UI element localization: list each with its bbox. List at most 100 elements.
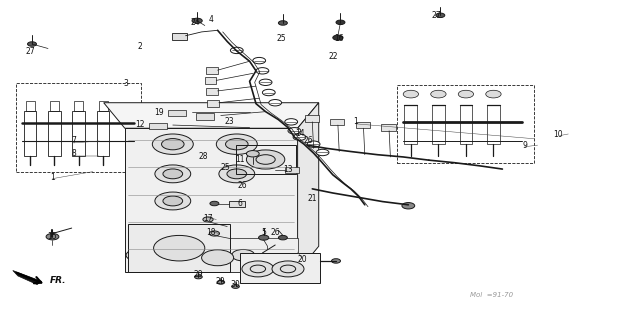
Text: 9: 9 — [522, 141, 527, 150]
Bar — [205, 77, 216, 84]
Text: 27: 27 — [431, 11, 442, 20]
Circle shape — [195, 275, 202, 279]
Text: 26: 26 — [270, 228, 280, 237]
Circle shape — [402, 203, 415, 209]
Circle shape — [202, 250, 234, 266]
Text: 4: 4 — [209, 15, 214, 24]
Circle shape — [431, 90, 446, 98]
Text: 30: 30 — [230, 280, 241, 289]
Bar — [24, 111, 36, 156]
Text: 1: 1 — [353, 117, 358, 126]
Bar — [72, 111, 85, 156]
Circle shape — [278, 235, 287, 240]
Text: 12: 12 — [135, 120, 144, 129]
Text: 26: 26 — [237, 181, 247, 190]
Bar — [432, 105, 445, 144]
Text: 26: 26 — [303, 137, 314, 145]
Circle shape — [269, 100, 282, 106]
Text: 13: 13 — [283, 165, 293, 174]
Bar — [50, 101, 59, 111]
Bar — [149, 123, 167, 129]
Circle shape — [227, 169, 246, 179]
Text: 15: 15 — [47, 232, 58, 241]
Bar — [487, 105, 500, 144]
Circle shape — [216, 134, 257, 154]
Text: 20: 20 — [297, 255, 307, 263]
Circle shape — [161, 138, 184, 150]
Bar — [206, 67, 218, 74]
Circle shape — [203, 217, 213, 222]
Circle shape — [288, 128, 301, 134]
Text: 10: 10 — [553, 130, 563, 139]
Circle shape — [272, 261, 304, 277]
Circle shape — [486, 90, 501, 98]
Circle shape — [232, 285, 239, 288]
Text: 11: 11 — [236, 155, 244, 164]
Text: 19: 19 — [154, 108, 164, 117]
Circle shape — [46, 234, 59, 240]
Circle shape — [210, 201, 219, 206]
Text: 22: 22 — [328, 52, 337, 61]
Circle shape — [155, 192, 191, 210]
Bar — [460, 105, 472, 144]
Text: 28: 28 — [199, 152, 208, 161]
Text: 25: 25 — [276, 34, 287, 43]
Circle shape — [436, 13, 445, 18]
Circle shape — [155, 165, 191, 183]
Bar — [168, 110, 186, 116]
Circle shape — [225, 138, 248, 150]
Circle shape — [259, 79, 272, 85]
Circle shape — [154, 235, 205, 261]
Text: 25: 25 — [220, 163, 230, 172]
Text: 2: 2 — [137, 42, 142, 51]
Text: 7: 7 — [71, 137, 76, 145]
Text: 14: 14 — [294, 130, 305, 138]
Text: Mol  =91-70: Mol =91-70 — [470, 292, 513, 298]
Circle shape — [217, 280, 225, 284]
Text: 5: 5 — [261, 228, 266, 237]
Circle shape — [192, 18, 202, 23]
Bar — [356, 122, 370, 128]
Text: FR.: FR. — [50, 276, 67, 285]
Polygon shape — [13, 271, 42, 285]
Circle shape — [285, 119, 298, 125]
Text: 21: 21 — [308, 194, 317, 203]
Circle shape — [232, 249, 255, 261]
Bar — [305, 115, 319, 122]
Text: 27: 27 — [25, 47, 35, 56]
Bar — [16, 83, 141, 172]
Circle shape — [246, 150, 285, 169]
Bar — [128, 224, 230, 272]
Bar — [397, 85, 534, 163]
Circle shape — [256, 68, 269, 74]
Bar — [236, 145, 296, 174]
Text: 6: 6 — [237, 199, 243, 208]
Text: 1: 1 — [50, 173, 55, 182]
Polygon shape — [125, 128, 298, 272]
Bar — [285, 167, 299, 173]
Text: 16: 16 — [334, 34, 344, 43]
Text: 29: 29 — [193, 271, 204, 279]
Circle shape — [242, 261, 274, 277]
Polygon shape — [104, 103, 319, 128]
Bar — [404, 105, 417, 144]
Text: 24: 24 — [190, 18, 200, 27]
Circle shape — [163, 169, 182, 179]
Circle shape — [336, 20, 345, 25]
Bar — [330, 119, 344, 125]
Circle shape — [253, 57, 266, 64]
Text: 3: 3 — [123, 79, 128, 88]
Circle shape — [126, 249, 149, 261]
Circle shape — [458, 90, 474, 98]
Text: 23: 23 — [224, 117, 234, 126]
Circle shape — [219, 165, 255, 183]
Bar — [26, 101, 35, 111]
Bar — [48, 111, 61, 156]
Bar — [206, 88, 218, 95]
Circle shape — [163, 196, 182, 206]
Bar — [74, 101, 83, 111]
Circle shape — [333, 35, 343, 40]
Circle shape — [246, 151, 259, 157]
Bar — [97, 111, 109, 156]
Bar — [172, 33, 187, 40]
